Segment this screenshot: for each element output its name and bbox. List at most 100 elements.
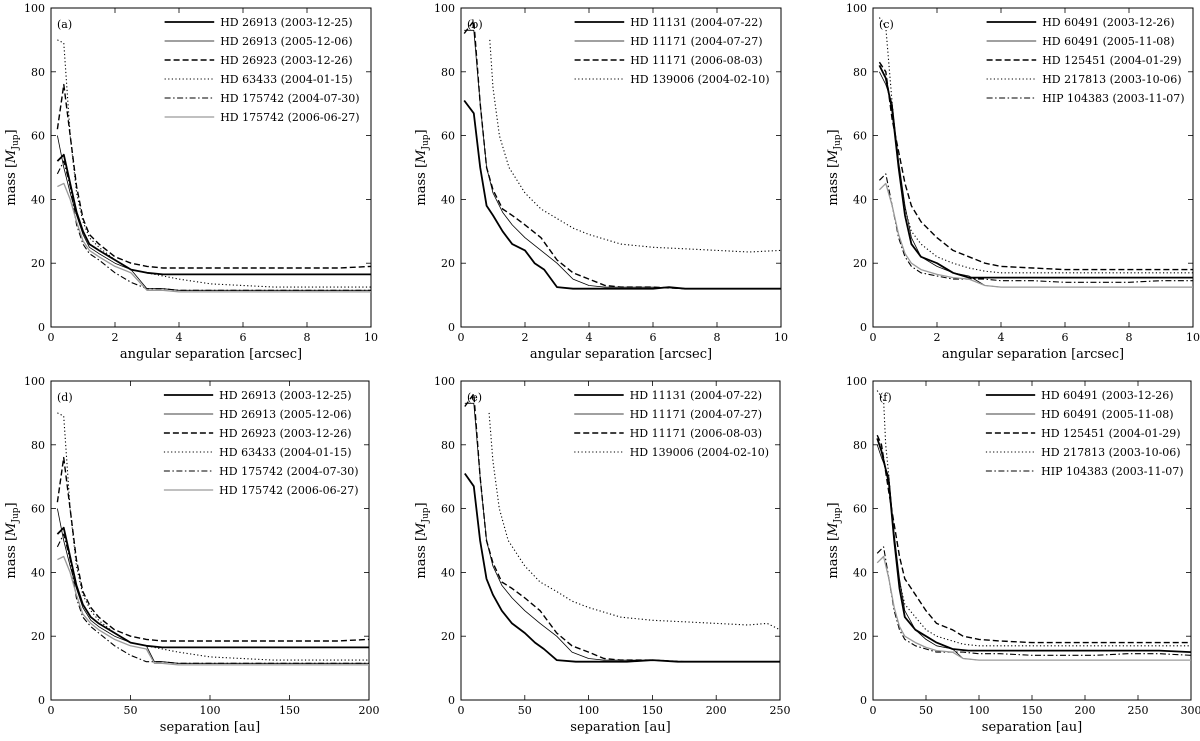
x-tick-label: 4 [176,331,183,344]
y-tick-label: 20 [853,257,867,270]
y-axis-label: mass [MJup] [826,129,843,205]
y-axis-label-symbol: M [826,149,841,164]
legend-entry: HD 60491 (2003-12-26) [1042,16,1174,29]
y-tick-label: 0 [38,694,45,707]
y-tick-label: 60 [31,503,45,516]
series-line-1 [56,153,371,276]
y-axis-label-subscript: Jup [11,507,21,523]
legend-entry: HD 60491 (2005-11-08) [1041,408,1173,421]
y-tick-label: 0 [860,694,867,707]
x-axis-label: separation [au] [570,720,670,735]
y-axis-label-suffix: ] [414,502,429,507]
plot-frame [872,7,1194,328]
x-tick-label: 250 [1128,704,1149,717]
series-line-1 [876,438,1191,653]
x-tick-label: 100 [200,704,221,717]
x-tick-label: 100 [969,704,990,717]
y-tick-label: 20 [441,630,455,643]
y-axis-label-prefix: mass [ [826,536,841,579]
x-tick-label: 2 [934,331,941,344]
panel-label: (d) [57,391,73,404]
y-axis-label-subscript: Jup [833,134,843,150]
panel-6: 0 50 100 150 200 250 300 0 20 40 60 80 100 separation… [826,375,1200,735]
x-axis-label: angular separation [arcsec] [942,347,1124,362]
panel-label: (f) [879,391,892,404]
series-group [56,412,369,666]
y-tick-label: 60 [441,130,455,143]
legend-entry: HD 26913 (2005-12-06) [219,408,351,421]
y-axis-label-symbol: M [4,522,19,537]
y-axis-label-symbol: M [4,149,19,164]
x-tick-label: 0 [870,331,877,344]
legend-entry: HD 26913 (2005-12-06) [220,35,352,48]
plot-frame [50,7,372,328]
series-line-5 [56,533,369,664]
series-line-6 [876,555,1191,661]
y-axis-label-prefix: mass [ [826,163,841,206]
panel-5: 0 50 100 150 200 250 0 20 40 60 80 100 separation [a… [414,375,791,735]
x-tick-label: 4 [586,331,593,344]
x-tick-label: 8 [1126,331,1133,344]
series-line-2 [57,508,369,664]
series-line-4 [57,412,369,661]
series-group [878,17,1193,288]
panel-label: (a) [57,18,72,31]
legend-entry: HD 217813 (2003-10-06) [1042,73,1181,86]
series-group [464,393,780,663]
panel-label: (c) [879,18,894,31]
x-tick-label: 50 [124,704,138,717]
y-tick-label: 80 [853,66,867,79]
y-axis-label-suffix: ] [826,129,841,134]
y-tick-label: 0 [860,321,867,334]
series-line-3 [56,83,371,269]
x-axis-label: separation [au] [160,720,260,735]
y-axis-label-suffix: ] [826,502,841,507]
series-line-6 [57,182,371,293]
x-tick-label: 50 [518,704,532,717]
legend-entry: HD 217813 (2003-10-06) [1041,446,1180,459]
series-group [56,39,371,293]
panel-4: 0 50 100 150 200 0 20 40 60 80 100 separation [au] m… [4,375,380,735]
y-axis-label-prefix: mass [ [4,536,19,579]
y-tick-label: 60 [853,503,867,516]
series-line-3 [56,456,369,642]
y-axis-label-prefix: mass [ [414,536,429,579]
y-tick-label: 0 [448,321,455,334]
y-tick-label: 20 [31,630,45,643]
y-tick-label: 80 [441,439,455,452]
series-line-3 [878,61,1193,271]
series-line-4 [488,412,780,631]
x-tick-label: 0 [458,331,465,344]
x-tick-label: 0 [458,704,465,717]
legend-entry: HD 175742 (2004-07-30) [219,465,358,478]
series-group [876,390,1191,661]
x-tick-label: 0 [48,704,55,717]
y-tick-label: 100 [434,2,455,15]
series-line-5 [876,546,1191,656]
series-line-1 [464,472,780,663]
y-axis-label: mass [MJup] [826,502,843,578]
y-tick-label: 60 [31,130,45,143]
y-tick-label: 40 [31,193,45,206]
y-axis-label-subscript: Jup [421,507,431,523]
series-line-4 [57,39,371,288]
y-tick-label: 100 [24,2,45,15]
legend-entry: HD 63433 (2004-01-15) [220,73,352,86]
y-tick-label: 40 [853,193,867,206]
legend-entry: HD 11171 (2004-07-27) [630,35,762,48]
y-tick-label: 80 [31,66,45,79]
y-axis-label: mass [MJup] [414,502,431,578]
y-axis-label: mass [MJup] [4,502,21,578]
x-tick-label: 150 [642,704,663,717]
legend-entry: HD 11131 (2004-07-22) [630,16,762,29]
x-tick-label: 0 [870,704,877,717]
legend-entry: HD 11131 (2004-07-22) [630,389,762,402]
y-axis-label: mass [MJup] [4,129,21,205]
panel-label: (b) [467,18,483,31]
y-tick-label: 100 [846,2,867,15]
x-tick-label: 2 [522,331,529,344]
y-axis-label-prefix: mass [ [414,163,429,206]
legend-entry: HD 60491 (2005-11-08) [1042,35,1174,48]
